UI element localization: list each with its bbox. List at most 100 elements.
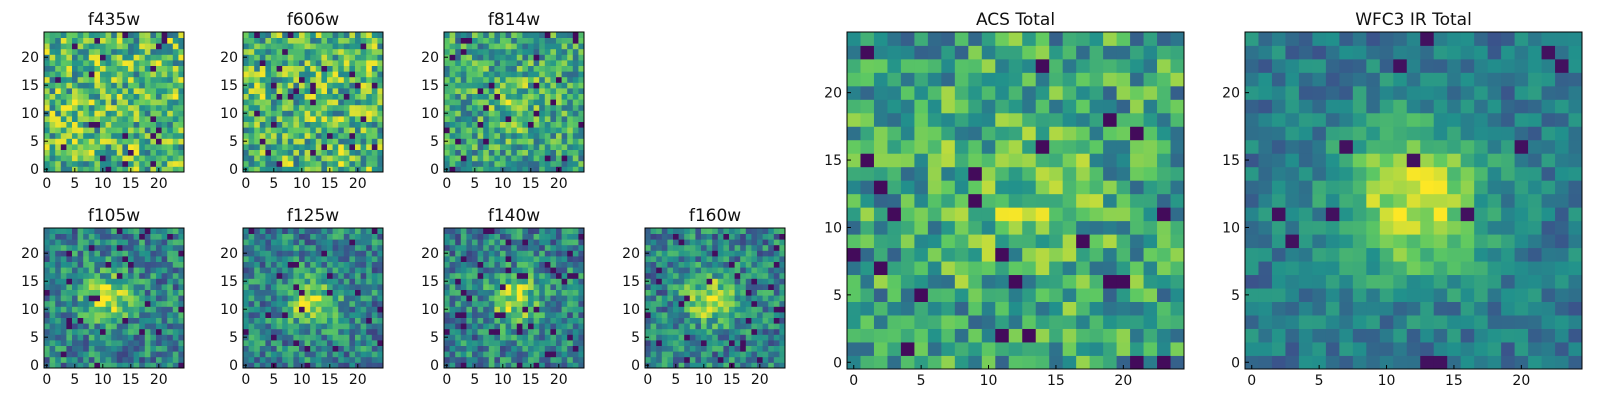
heatmap-cell	[847, 207, 861, 222]
heatmap-cell	[556, 37, 562, 44]
heatmap-cell	[483, 138, 490, 145]
heatmap-cell	[299, 239, 305, 246]
heatmap-cell	[276, 340, 283, 346]
heatmap-cell	[1022, 342, 1037, 356]
heatmap-cell	[556, 121, 562, 128]
heatmap-cell	[310, 356, 317, 363]
heatmap-cell	[327, 43, 333, 50]
heatmap-cell	[528, 256, 534, 262]
heatmap-cell	[723, 334, 730, 341]
heatmap-cell	[544, 233, 551, 240]
heatmap-cell	[494, 256, 501, 262]
heatmap-cell	[178, 272, 185, 279]
heatmap-cell	[1076, 220, 1091, 235]
heatmap-cell	[150, 116, 157, 122]
heatmap-cell	[327, 160, 333, 167]
heatmap-cell	[477, 155, 484, 162]
heatmap-cell	[556, 99, 562, 106]
heatmap-cell	[327, 138, 333, 145]
heatmap-cell	[556, 340, 562, 346]
heatmap-cell	[343, 244, 350, 251]
heatmap-cell	[172, 71, 179, 78]
heatmap-cell	[460, 312, 467, 318]
heatmap-cell	[111, 54, 118, 61]
heatmap-cell	[355, 132, 361, 139]
heatmap-cell	[371, 65, 378, 72]
heatmap-cell	[505, 155, 512, 162]
heatmap-cell	[287, 244, 294, 251]
heatmap-cell	[539, 71, 546, 78]
heatmap-cell	[83, 306, 90, 313]
heatmap-cell	[293, 93, 300, 100]
heatmap-cell	[128, 132, 134, 139]
heatmap-cell	[684, 306, 691, 313]
heatmap-cell	[343, 289, 350, 296]
heatmap-cell	[505, 104, 512, 111]
heatmap-cell	[66, 323, 73, 330]
heatmap-cell	[645, 340, 651, 346]
heatmap-cell	[779, 356, 786, 363]
heatmap-cell	[55, 71, 62, 78]
heatmap-cell	[178, 312, 185, 318]
heatmap-cell	[55, 228, 62, 234]
heatmap-cell	[276, 272, 283, 279]
heatmap-cell	[466, 306, 473, 313]
heatmap-cell	[293, 295, 300, 302]
heatmap-cell	[55, 110, 62, 117]
heatmap-cell	[483, 155, 490, 162]
heatmap-cell	[276, 317, 283, 324]
heatmap-cell	[60, 71, 67, 78]
heatmap-cell	[1116, 274, 1131, 289]
heatmap-cell	[366, 351, 373, 358]
heatmap-cell	[60, 272, 67, 279]
heatmap-cell	[455, 272, 462, 279]
heatmap-cell	[773, 334, 780, 341]
heatmap-cell	[332, 149, 339, 156]
heatmap-cell	[860, 274, 875, 289]
heatmap-cell	[128, 256, 134, 262]
heatmap-cell	[500, 278, 506, 285]
heatmap-cell	[66, 272, 73, 279]
heatmap-cell	[366, 272, 373, 279]
heatmap-cell	[83, 138, 90, 145]
heatmap-cell	[66, 60, 73, 66]
heatmap-cell	[900, 180, 915, 195]
heatmap-cell	[673, 239, 679, 246]
heatmap-cell	[122, 239, 129, 246]
heatmap-cell	[561, 116, 568, 122]
heatmap-cell	[49, 144, 56, 150]
heatmap-cell	[505, 93, 512, 100]
heatmap-cell	[243, 93, 249, 100]
heatmap-cell	[304, 132, 311, 139]
heatmap-cell	[500, 104, 506, 111]
heatmap-cell	[355, 317, 361, 324]
heatmap-cell	[94, 110, 101, 117]
heatmap-cell	[488, 345, 495, 352]
heatmap-cell	[287, 323, 294, 330]
heatmap-cell	[304, 138, 311, 145]
heatmap-cell	[516, 82, 523, 89]
heatmap-cell	[360, 244, 367, 251]
heatmap-cell	[116, 233, 123, 240]
heatmap-cell	[488, 76, 495, 83]
heatmap-cell	[528, 76, 534, 83]
heatmap-cell	[259, 82, 266, 89]
heatmap-cell	[259, 93, 266, 100]
heatmap-cell	[673, 233, 679, 240]
heatmap-cell	[77, 312, 84, 318]
heatmap-cell	[83, 351, 90, 358]
heatmap-cell	[276, 300, 283, 307]
heatmap-cell	[656, 272, 663, 279]
heatmap-cell	[1170, 315, 1185, 329]
heatmap-cell	[327, 110, 333, 117]
heatmap-cell	[243, 328, 249, 335]
heatmap-cell	[343, 54, 350, 61]
heatmap-cell	[100, 261, 106, 268]
heatmap-cell	[343, 65, 350, 72]
heatmap-cell	[1062, 166, 1077, 181]
heatmap-cell	[315, 60, 322, 66]
heatmap-cell	[1035, 342, 1050, 356]
heatmap-cell	[248, 233, 255, 240]
heatmap-cell	[321, 284, 328, 290]
heatmap-cell	[981, 234, 996, 249]
